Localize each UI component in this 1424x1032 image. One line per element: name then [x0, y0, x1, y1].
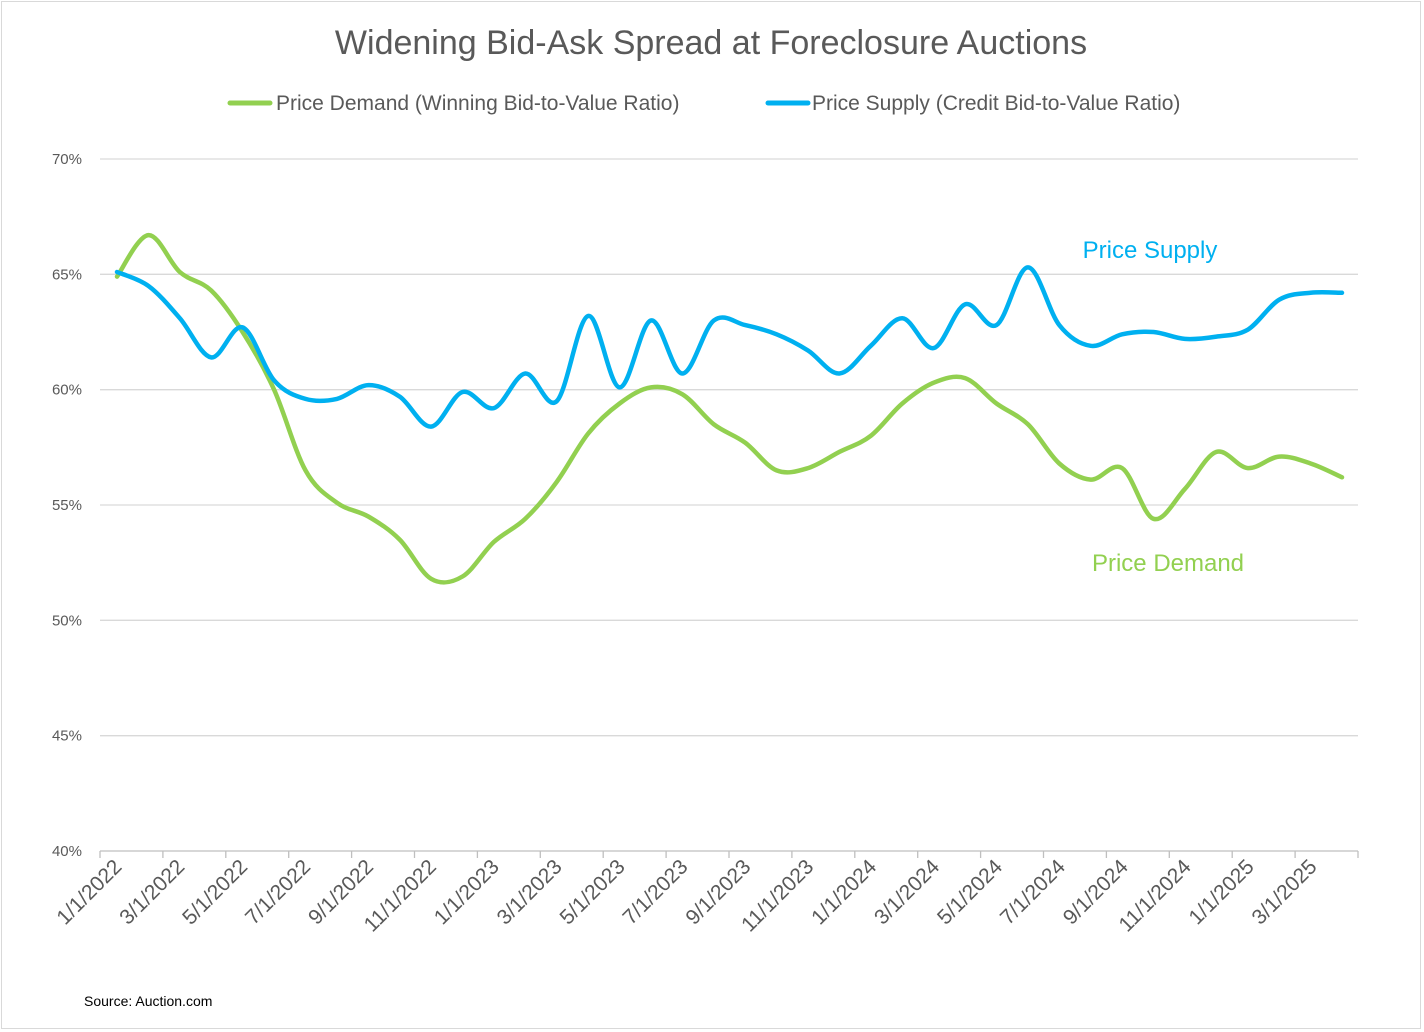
gridlines	[100, 158, 1358, 737]
y-axis-ticks: 40% 45% 50% 55% 60% 65% 70%	[52, 151, 82, 860]
x-tick-label: 3/1/2022	[115, 855, 189, 929]
legend-label-supply: Price Supply (Credit Bid-to-Value Ratio)	[812, 92, 1180, 115]
annotation-price-demand: Price Demand	[1092, 550, 1244, 577]
chart-title: Widening Bid-Ask Spread at Foreclosure A…	[335, 24, 1087, 62]
x-tick-label: 1/1/2024	[807, 855, 881, 929]
y-tick-label: 55%	[52, 497, 82, 514]
x-tick-label: 1/1/2025	[1185, 855, 1259, 929]
x-tick-label: 7/1/2023	[618, 855, 692, 929]
y-tick-label: 45%	[52, 728, 82, 745]
x-tick-label: 5/1/2023	[556, 855, 630, 929]
annotation-price-supply: Price Supply	[1083, 237, 1218, 264]
series-line-price-demand	[114, 232, 1345, 585]
series-lines	[114, 232, 1345, 585]
x-tick-label: 1/1/2022	[52, 855, 126, 929]
x-axis: 1/1/20223/1/20225/1/20227/1/20229/1/2022…	[52, 850, 1359, 937]
x-tick-label: 7/1/2022	[241, 855, 315, 929]
x-tick-label: 3/1/2025	[1247, 855, 1321, 929]
y-tick-label: 70%	[52, 151, 82, 168]
y-tick-label: 60%	[52, 382, 82, 399]
x-tick-label: 3/1/2024	[870, 855, 944, 929]
series-line-price-supply	[114, 265, 1345, 429]
source-note: Source: Auction.com	[84, 993, 212, 1009]
legend: Price Demand (Winning Bid-to-Value Ratio…	[227, 92, 1180, 115]
y-tick-label: 40%	[52, 843, 82, 860]
x-tick-label: 5/1/2024	[933, 855, 1007, 929]
x-tick-label: 7/1/2024	[996, 855, 1070, 929]
y-tick-label: 65%	[52, 266, 82, 283]
y-tick-label: 50%	[52, 612, 82, 629]
x-tick-label: 1/1/2023	[430, 855, 504, 929]
x-tick-label: 5/1/2022	[178, 855, 252, 929]
legend-label-demand: Price Demand (Winning Bid-to-Value Ratio…	[276, 92, 679, 115]
x-tick-label: 3/1/2023	[493, 855, 567, 929]
